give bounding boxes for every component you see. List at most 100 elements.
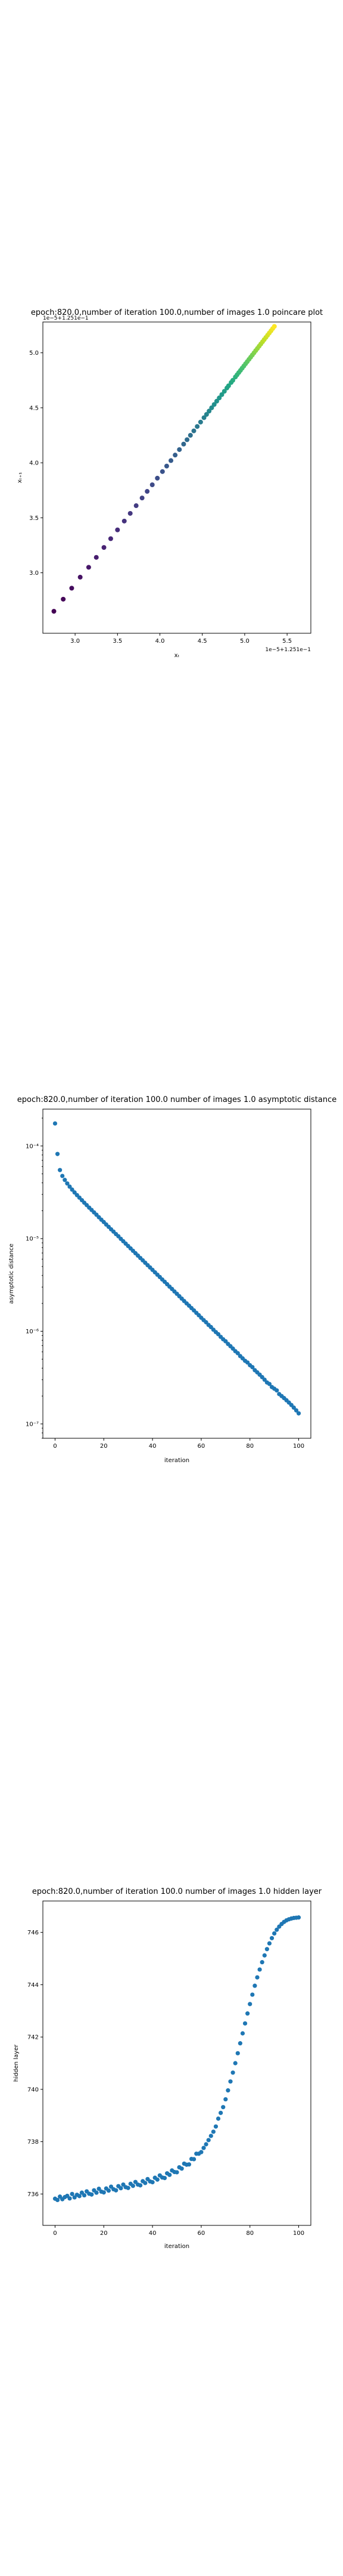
data-point xyxy=(185,437,189,442)
data-point xyxy=(131,2184,135,2188)
data-point xyxy=(55,1152,60,1156)
data-point xyxy=(119,2186,123,2190)
y-tick-label: 5.0 xyxy=(29,350,39,357)
data-point xyxy=(180,2166,184,2171)
data-point xyxy=(275,1388,279,1392)
data-point xyxy=(94,555,99,560)
x-tick-label: 3.0 xyxy=(70,638,80,645)
data-point xyxy=(167,2173,172,2177)
x-tick-label: 0 xyxy=(53,2230,57,2237)
x-tick-label: 40 xyxy=(149,2230,157,2237)
chart-title: epoch:820.0,number of iteration 100.0 nu… xyxy=(32,1887,322,1896)
x-tick-label: 100 xyxy=(293,1443,304,1450)
data-point xyxy=(265,1947,269,1951)
data-point xyxy=(233,2061,238,2065)
x-tick-label: 20 xyxy=(100,1443,108,1450)
data-point xyxy=(297,1915,301,1919)
data-point xyxy=(267,1941,272,1945)
data-point xyxy=(82,2193,86,2197)
data-point xyxy=(140,496,145,500)
asymptotic-distance-plot: 0 20 40 60 80 100 10⁻⁷ 10⁻⁶ 10⁻⁵ 10⁻⁴ epoch:820.0,… xyxy=(0,1073,343,1527)
data-point xyxy=(108,536,113,541)
y-tick-label: 10⁻⁷ xyxy=(26,1421,39,1428)
x-offset-label: 1e−5+1.251e−1 xyxy=(265,647,311,653)
data-point xyxy=(155,476,160,481)
data-point xyxy=(102,2190,106,2194)
x-tick-label: 5.5 xyxy=(282,638,292,645)
data-point xyxy=(60,1174,64,1178)
data-point xyxy=(199,2150,203,2154)
data-point xyxy=(245,2011,250,2015)
data-point xyxy=(270,1936,274,1940)
data-point xyxy=(263,1953,267,1958)
data-point xyxy=(86,565,91,569)
data-point xyxy=(297,1411,301,1416)
data-point xyxy=(89,2193,93,2197)
x-tick-label: 3.5 xyxy=(113,638,122,645)
data-point xyxy=(126,2186,130,2190)
y-axis-label: hidden layer xyxy=(13,2044,20,2082)
data-point xyxy=(173,453,177,457)
data-point xyxy=(187,2162,191,2166)
data-point xyxy=(255,1976,259,1980)
data-point xyxy=(53,1121,57,1125)
y-tick-label: 736 xyxy=(27,2191,39,2198)
y-offset-label: 1e−5+1.251e−1 xyxy=(43,315,89,321)
y-tick-label: 738 xyxy=(27,2139,39,2145)
data-point xyxy=(143,2181,147,2185)
y-axis-label: xₜ₊₁ xyxy=(17,472,23,483)
data-point xyxy=(198,420,203,425)
hidden-layer-plot: 0 20 40 60 80 100 736 738 740 742 744 746 epoch:820.… xyxy=(0,1866,343,2320)
data-point xyxy=(160,469,165,474)
data-point xyxy=(155,2178,160,2182)
chart-title: epoch:820.0,number of iteration 100.0 nu… xyxy=(17,1095,336,1104)
x-axis-label: iteration xyxy=(164,2243,189,2250)
y-tick-label: 746 xyxy=(27,1930,39,1936)
y-tick-label: 4.0 xyxy=(29,460,39,467)
data-point xyxy=(257,1967,261,1971)
data-point xyxy=(243,2021,247,2026)
data-point xyxy=(94,2191,98,2195)
data-point xyxy=(241,2031,245,2035)
data-point xyxy=(191,429,196,434)
data-point xyxy=(63,1178,67,1182)
x-tick-label: 80 xyxy=(246,2230,254,2237)
data-point xyxy=(61,597,66,602)
x-tick-label: 0 xyxy=(53,1443,57,1450)
plot-frame xyxy=(43,1109,311,1438)
data-point xyxy=(122,519,127,524)
data-point xyxy=(78,575,83,580)
data-point xyxy=(69,586,74,590)
data-point xyxy=(219,2111,223,2115)
data-point xyxy=(177,447,182,452)
data-point xyxy=(52,609,57,614)
data-point xyxy=(58,1168,62,1172)
y-axis-label: asymptotic distance xyxy=(8,1243,15,1304)
data-point xyxy=(138,2183,142,2187)
data-point xyxy=(216,2116,220,2120)
data-point xyxy=(221,2105,225,2109)
x-axis-label: iteration xyxy=(164,1457,189,1464)
data-point xyxy=(163,2176,167,2180)
data-point xyxy=(252,1984,257,1988)
data-point xyxy=(272,1931,276,1936)
data-point xyxy=(207,2138,211,2142)
y-tick-label: 740 xyxy=(27,2086,39,2093)
y-tick-label: 10⁻⁴ xyxy=(26,1143,39,1150)
data-point xyxy=(201,2146,205,2150)
data-point xyxy=(128,511,133,516)
data-point xyxy=(260,1960,264,1964)
x-tick-label: 80 xyxy=(246,1443,254,1450)
data-point xyxy=(67,2196,71,2200)
x-tick-label: 4.5 xyxy=(198,638,207,645)
y-tick-label: 744 xyxy=(27,1982,39,1989)
data-point xyxy=(211,2129,216,2134)
data-point xyxy=(188,433,193,438)
data-point xyxy=(214,2125,218,2129)
data-point xyxy=(250,1992,254,1996)
plot-frame xyxy=(43,1901,311,2225)
data-point xyxy=(238,2041,242,2045)
y-tick-label: 10⁻⁶ xyxy=(26,1329,39,1335)
x-tick-label: 20 xyxy=(100,2230,108,2237)
x-tick-label: 5.0 xyxy=(240,638,250,645)
